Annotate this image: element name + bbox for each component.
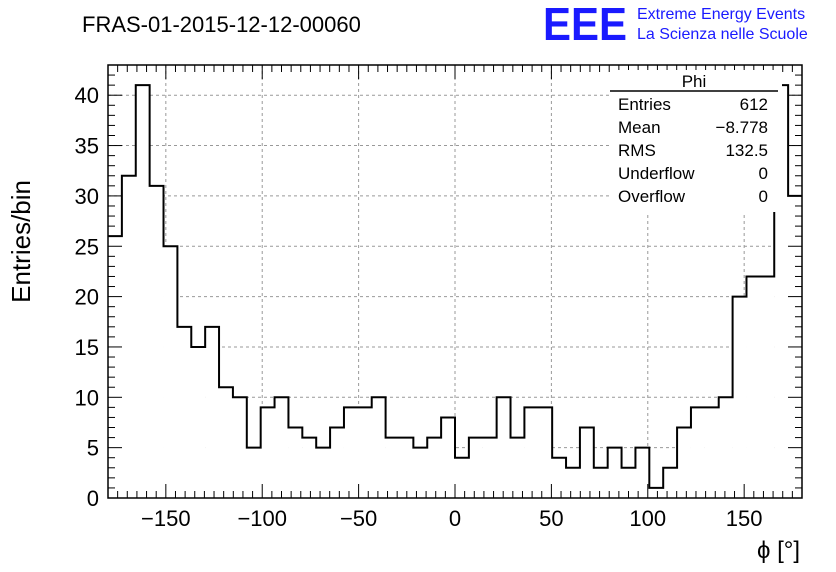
- x-tick-label: 0: [449, 506, 461, 531]
- chart-title: FRAS-01-2015-12-12-00060: [82, 12, 361, 37]
- histogram-bin-fill: [260, 407, 275, 498]
- stats-row-label: Entries: [618, 95, 671, 114]
- histogram-bin-fill: [302, 437, 317, 498]
- stats-row-value: 0: [759, 187, 768, 206]
- histogram-bin-fill: [746, 276, 761, 498]
- histogram-bin-fill: [427, 437, 442, 498]
- histogram-bin-fill: [219, 387, 233, 498]
- histogram-bin-fill: [399, 437, 414, 498]
- histogram-bin-fill: [607, 447, 622, 498]
- logo-line-1: Extreme Energy Events: [637, 6, 805, 23]
- histogram-bin-fill: [468, 437, 483, 498]
- histogram-bin-fill: [496, 397, 511, 498]
- histogram-bin-fill: [330, 427, 344, 498]
- histogram-bin-fill: [385, 437, 400, 498]
- stats-title: Phi: [682, 72, 707, 91]
- y-tick-label: 10: [75, 385, 99, 410]
- histogram-bin-fill: [149, 185, 164, 498]
- histogram-bin-fill: [566, 467, 580, 498]
- histogram-bin-fill: [524, 407, 539, 498]
- histogram-bin-fill: [288, 427, 303, 498]
- y-tick-label: 40: [75, 83, 99, 108]
- histogram-bin-fill: [163, 246, 178, 498]
- histogram-bin-fill: [232, 397, 247, 498]
- y-tick-label: 35: [75, 134, 99, 159]
- histogram-bin-fill: [357, 407, 372, 498]
- histogram-bin-fill: [316, 447, 331, 498]
- histogram-bin-fill: [413, 447, 428, 498]
- histogram-bin-fill: [621, 467, 636, 498]
- histogram-bin-fill: [121, 175, 136, 498]
- stats-row-label: Overflow: [618, 187, 686, 206]
- histogram-bars: [108, 84, 802, 499]
- stats-row-value: −8.778: [716, 118, 768, 137]
- x-tick-label: 150: [726, 506, 763, 531]
- histogram-bin-fill: [205, 326, 220, 498]
- stats-box: Phi Entries 612 Mean −8.778 RMS 132.5 Underflo…: [610, 70, 782, 212]
- histogram-bin-fill: [732, 296, 747, 498]
- stats-box-background: [612, 70, 782, 212]
- stats-row-value: 132.5: [725, 141, 768, 160]
- histogram-bin-fill: [441, 417, 455, 498]
- x-tick-label: −150: [141, 506, 191, 531]
- y-tick-label: 20: [75, 285, 99, 310]
- stats-row-value: 612: [740, 95, 768, 114]
- x-tick-label: −50: [340, 506, 377, 531]
- histogram-bin-fill: [760, 276, 775, 498]
- histogram-bin-fill: [482, 437, 497, 498]
- y-tick-label: 0: [87, 486, 99, 511]
- x-tick-labels: −150 −100 −50 0 50 100 150: [141, 506, 762, 531]
- x-tick-label: 50: [539, 506, 563, 531]
- eee-logo: EEE Extreme Energy Events La Scienza nel…: [543, 0, 808, 50]
- stats-row-label: Underflow: [618, 164, 695, 183]
- stats-row-label: Mean: [618, 118, 661, 137]
- x-tick-label: −100: [237, 506, 287, 531]
- stats-row-label: RMS: [618, 141, 656, 160]
- histogram-bin-fill: [663, 467, 678, 498]
- histogram-bin-fill: [704, 407, 719, 498]
- histogram-bin-fill: [135, 85, 150, 499]
- axis-ticks: [108, 64, 802, 499]
- histogram-bin-fill: [274, 397, 289, 498]
- histogram-bin-fill: [677, 427, 691, 498]
- x-axis-label: ϕ [°]: [757, 537, 800, 564]
- y-tick-labels: 0 5 10 15 20 25 30 35 40: [75, 83, 99, 511]
- histogram-bin-fill: [191, 346, 206, 498]
- y-axis-label: Entries/bin: [6, 180, 36, 303]
- histogram-bin-fill: [593, 467, 608, 498]
- histogram-bin-fill: [246, 447, 261, 498]
- y-tick-label: 30: [75, 184, 99, 209]
- y-tick-label: 15: [75, 335, 99, 360]
- histogram-bin-fill: [690, 407, 705, 498]
- logo-line-2: La Scienza nelle Scuole: [637, 26, 808, 43]
- stats-rows: Entries 612 Mean −8.778 RMS 132.5 Underflow 0 Ov…: [618, 95, 768, 206]
- histogram-outline: [108, 84, 802, 489]
- stats-row-value: 0: [759, 164, 768, 183]
- x-tick-label: 100: [629, 506, 666, 531]
- histogram-bin-fill: [343, 407, 358, 498]
- logo-mark: EEE: [543, 0, 627, 50]
- histogram-bin-fill: [177, 326, 192, 498]
- histogram-bin-fill: [510, 437, 525, 498]
- histogram-bin-fill: [649, 487, 664, 498]
- histogram-bin-fill: [371, 397, 386, 498]
- histogram-bin-fill: [455, 457, 469, 498]
- histogram-bin-fill: [552, 457, 567, 498]
- histogram-bin-fill: [718, 397, 733, 498]
- y-tick-label: 5: [87, 436, 99, 461]
- histogram-bin-fill: [579, 427, 594, 498]
- histogram-bin-fill: [635, 447, 650, 498]
- histogram-bin-fill: [538, 407, 553, 498]
- y-tick-label: 25: [75, 234, 99, 259]
